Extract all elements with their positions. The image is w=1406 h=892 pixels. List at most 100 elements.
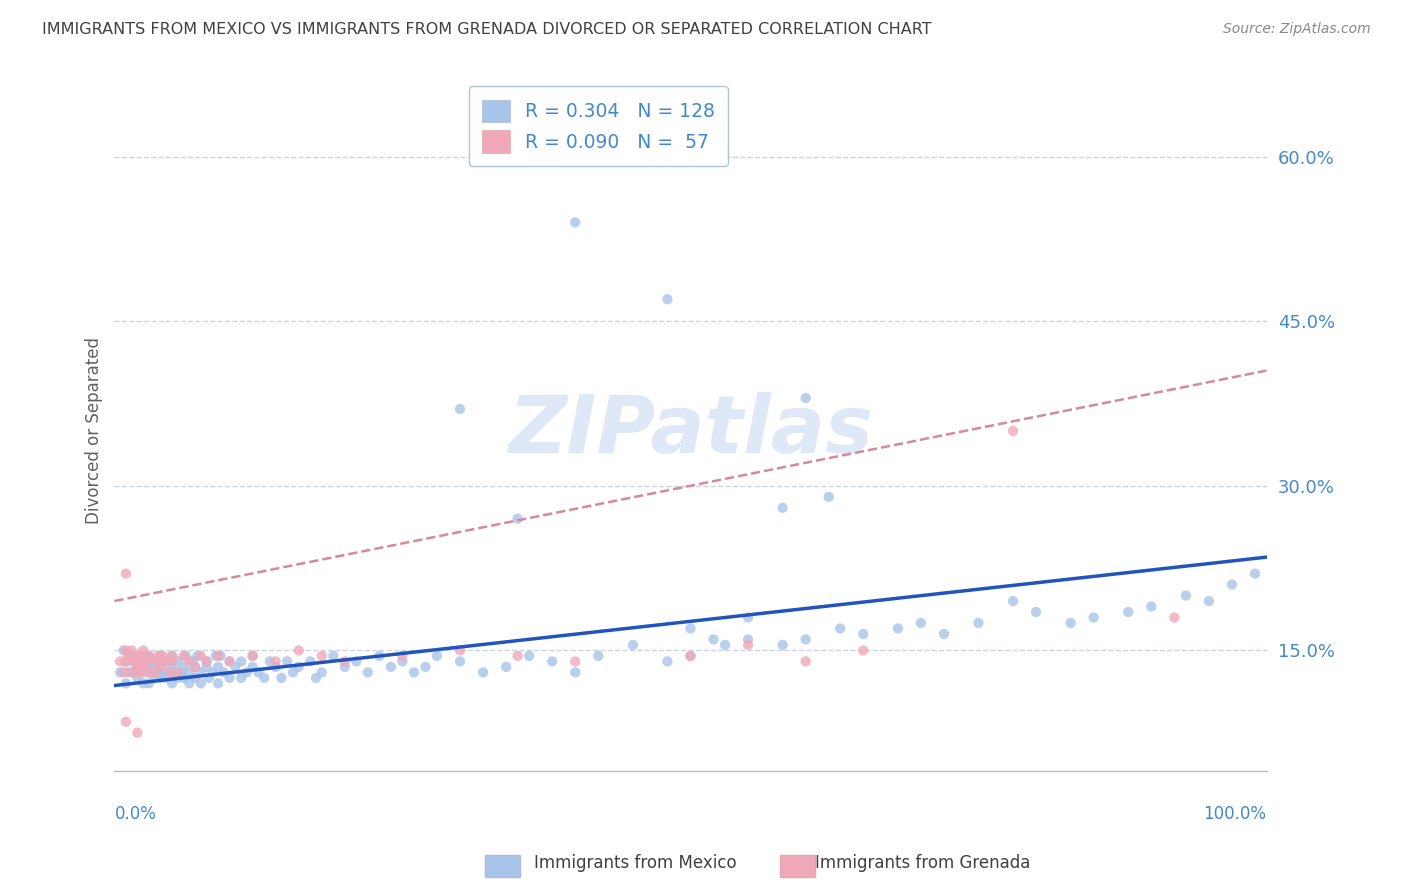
- Point: [264, 654, 287, 668]
- Point: [305, 671, 328, 685]
- Point: [357, 665, 380, 680]
- Point: [134, 654, 156, 668]
- Point: [679, 622, 702, 636]
- Point: [195, 654, 218, 668]
- Point: [121, 665, 143, 680]
- Point: [166, 665, 188, 680]
- Point: [132, 648, 155, 663]
- Point: [344, 654, 367, 668]
- Point: [148, 654, 170, 668]
- Text: Source: ZipAtlas.com: Source: ZipAtlas.com: [1223, 22, 1371, 37]
- Point: [564, 654, 586, 668]
- Point: [270, 671, 292, 685]
- Point: [772, 500, 794, 515]
- Point: [1002, 594, 1025, 608]
- Point: [679, 648, 702, 663]
- Point: [472, 665, 495, 680]
- Point: [1220, 577, 1243, 591]
- Point: [242, 648, 264, 663]
- Point: [218, 654, 240, 668]
- Point: [333, 660, 356, 674]
- Point: [127, 654, 149, 668]
- Point: [910, 615, 932, 630]
- Point: [148, 648, 170, 663]
- Point: [1163, 610, 1185, 624]
- Text: IMMIGRANTS FROM MEXICO VS IMMIGRANTS FROM GRENADA DIVORCED OR SEPARATED CORRELAT: IMMIGRANTS FROM MEXICO VS IMMIGRANTS FRO…: [42, 22, 932, 37]
- Point: [242, 660, 264, 674]
- Point: [887, 622, 910, 636]
- Point: [117, 665, 139, 680]
- Point: [1083, 610, 1105, 624]
- Text: 100.0%: 100.0%: [1204, 805, 1267, 823]
- Point: [657, 292, 679, 306]
- Point: [115, 566, 138, 581]
- Point: [714, 638, 737, 652]
- Point: [121, 665, 143, 680]
- Point: [184, 671, 207, 685]
- Point: [160, 654, 183, 668]
- Legend: R = 0.304   N = 128, R = 0.090   N =  57: R = 0.304 N = 128, R = 0.090 N = 57: [468, 87, 728, 166]
- Point: [143, 665, 166, 680]
- Point: [380, 660, 402, 674]
- Point: [149, 665, 172, 680]
- Point: [181, 654, 204, 668]
- Point: [115, 643, 138, 657]
- Point: [794, 654, 817, 668]
- Point: [184, 660, 207, 674]
- Point: [135, 654, 157, 668]
- Point: [173, 671, 195, 685]
- Point: [702, 632, 724, 647]
- Point: [115, 714, 138, 729]
- Point: [108, 665, 131, 680]
- Point: [449, 654, 471, 668]
- Point: [207, 660, 229, 674]
- Point: [932, 627, 955, 641]
- Point: [794, 391, 817, 405]
- Point: [657, 654, 679, 668]
- Point: [259, 654, 281, 668]
- Point: [138, 648, 160, 663]
- Text: 0.0%: 0.0%: [114, 805, 156, 823]
- Point: [128, 665, 150, 680]
- Point: [830, 622, 852, 636]
- Point: [149, 660, 172, 674]
- Point: [124, 654, 146, 668]
- Point: [115, 654, 138, 668]
- Point: [311, 648, 333, 663]
- Point: [160, 660, 183, 674]
- Point: [737, 632, 759, 647]
- Point: [127, 671, 149, 685]
- Point: [108, 654, 131, 668]
- Point: [253, 671, 276, 685]
- Point: [160, 648, 183, 663]
- Point: [1140, 599, 1163, 614]
- Point: [517, 648, 540, 663]
- Point: [1198, 594, 1220, 608]
- Point: [506, 512, 529, 526]
- Point: [132, 643, 155, 657]
- Y-axis label: Divorced or Separated: Divorced or Separated: [86, 337, 103, 524]
- Point: [112, 665, 135, 680]
- Point: [415, 660, 437, 674]
- Point: [186, 648, 208, 663]
- Point: [231, 654, 253, 668]
- Point: [852, 643, 875, 657]
- Point: [132, 660, 155, 674]
- Point: [218, 671, 240, 685]
- Point: [141, 654, 163, 668]
- Point: [426, 648, 449, 663]
- Point: [127, 660, 149, 674]
- Point: [1002, 424, 1025, 438]
- Point: [138, 676, 160, 690]
- Point: [564, 665, 586, 680]
- Point: [1059, 615, 1081, 630]
- Point: [1174, 589, 1197, 603]
- Point: [231, 671, 253, 685]
- Point: [195, 654, 218, 668]
- Point: [212, 665, 235, 680]
- Point: [179, 676, 201, 690]
- Point: [131, 660, 153, 674]
- Point: [495, 660, 517, 674]
- Point: [132, 654, 155, 668]
- Point: [852, 627, 875, 641]
